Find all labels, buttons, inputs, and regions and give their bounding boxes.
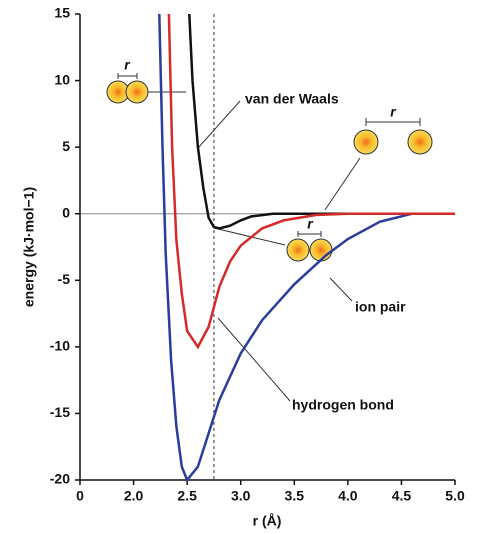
series-label: hydrogen bond [292, 397, 394, 413]
series-line [188, 13, 455, 230]
series-label: ion pair [355, 299, 406, 315]
y-tick-label: 5 [62, 138, 70, 154]
x-tick-label: 3.0 [231, 488, 251, 504]
x-tick-label: 3.5 [285, 488, 305, 504]
series-label: van der Waals [245, 91, 339, 107]
x-tick-label: 4.5 [392, 488, 412, 504]
series-line [167, 13, 455, 350]
y-tick-label: -20 [50, 471, 70, 487]
y-tick-label: 0 [62, 204, 70, 220]
distance-label: r [124, 57, 131, 73]
x-axis-label: r (Å) [253, 513, 282, 529]
distance-label: r [307, 216, 314, 232]
x-tick-label: 2.0 [124, 488, 144, 504]
y-tick-label: 10 [54, 71, 70, 87]
distance-label: r [390, 104, 397, 120]
x-tick-label: 0 [76, 488, 84, 504]
y-tick-label: -5 [58, 271, 71, 287]
y-axis-label: energy (kJ·mol−1) [21, 187, 37, 307]
series-line [158, 13, 455, 483]
y-tick-label: -10 [50, 338, 70, 354]
y-tick-label: 15 [54, 5, 70, 21]
x-tick-label: 4.0 [338, 488, 358, 504]
atom-illustrations [106, 73, 433, 402]
x-tick-label: 2.5 [177, 488, 197, 504]
y-tick-label: -15 [50, 404, 70, 420]
x-tick-label: 5.0 [445, 488, 465, 504]
